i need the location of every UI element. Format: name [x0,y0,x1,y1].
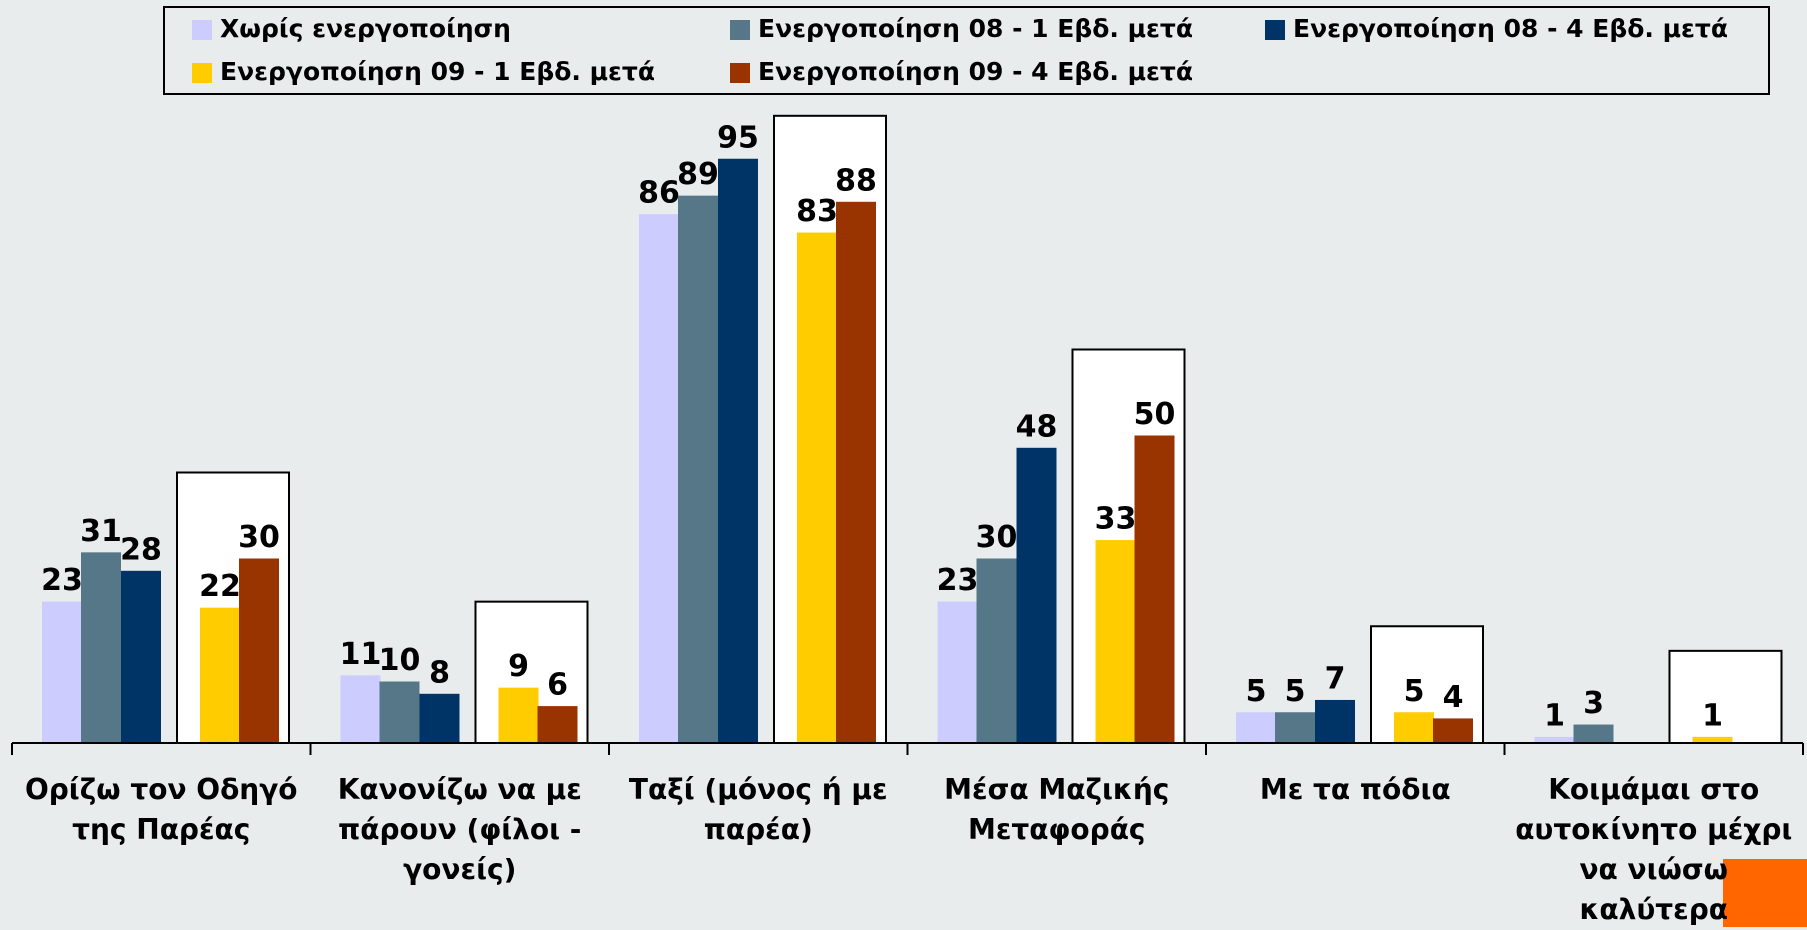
value-label: 3 [1583,686,1604,721]
bar [81,552,121,743]
value-label: 31 [80,514,122,549]
legend-label: Ενεργοποίηση 08 - 4 Εβδ. μετά [1293,14,1728,43]
legend-swatch [192,20,212,40]
bar [1394,712,1434,743]
bar [639,214,679,744]
bar [379,681,420,743]
bar [718,158,758,743]
x-tick-label: Κοιμάμαι στο αυτοκίνητο μέχρι να νιώσω κ… [1515,773,1793,926]
value-label: 33 [1095,502,1137,537]
x-tick-label: Κανονίζω να με πάρουν (φίλοι - γονείς) [337,773,582,886]
logo [1723,859,1807,927]
x-tick-label: Με τα πόδια [1259,773,1451,806]
legend-label: Χωρίς ενεργοποίηση [220,14,511,43]
value-label: 30 [976,520,1018,555]
bar [1692,736,1733,743]
bar [1236,712,1276,743]
bar [1315,699,1355,743]
bar [1275,712,1315,743]
bar [1095,540,1136,743]
legend-swatch [730,63,750,83]
legend-swatch [192,63,212,83]
value-label: 28 [120,532,162,567]
bar [1134,435,1175,743]
value-label: 86 [638,176,680,211]
bar [200,607,240,743]
value-label: 5 [1246,674,1267,709]
x-tick-label: Ορίζω τον Οδηγό της Παρέας [24,773,298,846]
bar [836,201,876,744]
legend-swatch [1265,20,1285,40]
bar [1433,718,1473,743]
value-label: 5 [1404,674,1425,709]
value-label: 1 [1702,698,1723,733]
bar [42,601,82,743]
bar [1534,736,1575,743]
legend-label: Ενεργοποίηση 09 - 4 Εβδ. μετά [758,57,1193,86]
value-label: 7 [1325,661,1346,696]
bar [121,570,161,743]
value-label: 9 [508,649,529,684]
x-tick-label: Ταξί (μόνος ή με παρέα) [628,773,888,846]
value-label: 1 [1544,698,1565,733]
value-label: 89 [677,157,719,192]
legend-label: Ενεργοποίηση 08 - 1 Εβδ. μετά [758,14,1193,43]
value-label: 10 [379,643,421,678]
value-label: 4 [1443,680,1464,715]
bar [498,687,539,743]
value-label: 8 [429,655,450,690]
bar [239,558,279,743]
value-label: 23 [937,563,979,598]
value-label: 83 [796,194,838,229]
value-label: 30 [238,520,280,555]
value-label: 22 [199,569,241,604]
bar [937,601,978,743]
value-label: 23 [41,563,83,598]
bar [537,706,578,743]
highlight-box [1668,649,1783,744]
value-label: 95 [717,120,759,155]
value-label: 6 [547,668,568,703]
bar [678,195,718,743]
bar [340,675,381,743]
value-label: 5 [1285,674,1306,709]
bar [419,693,460,743]
bar [797,232,837,744]
value-label: 50 [1134,397,1176,432]
bar [976,558,1017,743]
value-label: 48 [1016,409,1058,444]
bar [1016,447,1057,743]
value-label: 88 [835,163,877,198]
value-label: 11 [340,637,382,672]
legend-swatch [730,20,750,40]
legend-box [163,6,1770,95]
bar [1573,724,1614,743]
legend-label: Ενεργοποίηση 09 - 1 Εβδ. μετά [220,57,655,86]
x-tick-label: Μέσα Μαζικής Μεταφοράς [944,773,1170,846]
